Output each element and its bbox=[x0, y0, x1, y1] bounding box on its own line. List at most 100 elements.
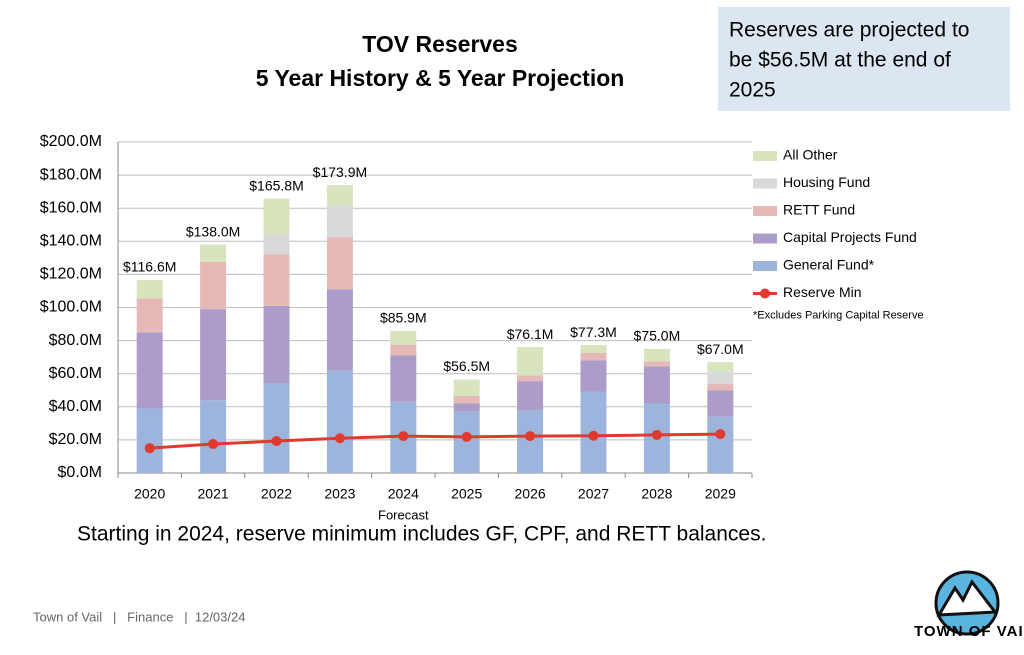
bar-segment bbox=[390, 355, 417, 402]
reserve-min-point bbox=[334, 433, 345, 444]
total-label: $56.5M bbox=[443, 358, 490, 374]
y-tick-label: $160.0M bbox=[40, 199, 102, 216]
bar-segment bbox=[643, 348, 670, 362]
total-label: $116.6M bbox=[123, 259, 176, 275]
bar-segment bbox=[326, 289, 353, 371]
legend-label: General Fund* bbox=[783, 257, 875, 273]
bar-segment bbox=[200, 261, 227, 310]
bar-segment bbox=[453, 411, 480, 473]
callout-line: Reserves are projected to bbox=[729, 19, 969, 42]
bar-segment bbox=[200, 400, 227, 473]
callout-line: be $56.5M at the end of bbox=[729, 49, 951, 72]
callout-box bbox=[718, 7, 1010, 111]
x-tick-label: 2026 bbox=[515, 486, 546, 502]
bar-segment bbox=[390, 344, 417, 356]
bar-segment bbox=[517, 347, 544, 376]
legend-swatch bbox=[753, 178, 777, 189]
bar-segment bbox=[707, 390, 734, 417]
y-tick-label: $180.0M bbox=[40, 166, 102, 183]
bar-segment bbox=[707, 383, 734, 391]
x-tick-label: 2022 bbox=[261, 486, 292, 502]
total-label: $67.0M bbox=[697, 341, 744, 357]
total-label: $173.9M bbox=[313, 164, 367, 180]
bar-segment bbox=[453, 403, 480, 412]
reserve-min-point bbox=[525, 431, 536, 442]
bar-segment bbox=[707, 371, 734, 384]
bar-segment bbox=[453, 379, 480, 397]
reserve-min-point bbox=[271, 436, 282, 447]
x-tick-label: 2020 bbox=[134, 486, 165, 502]
reserve-min-point bbox=[461, 431, 472, 442]
legend-label: Reserve Min bbox=[783, 284, 862, 300]
footer: Town of Vail | Finance | 12/03/24 bbox=[33, 609, 245, 624]
bar-segment bbox=[263, 383, 290, 473]
chart-title: TOV Reserves bbox=[362, 31, 518, 57]
bar-segment bbox=[326, 370, 353, 473]
bar-segment bbox=[707, 362, 734, 372]
total-label: $85.9M bbox=[380, 310, 427, 326]
bar-segment bbox=[200, 309, 227, 401]
total-label: $138.0M bbox=[186, 223, 240, 239]
bar-segment bbox=[390, 330, 417, 345]
bar-segment bbox=[517, 410, 544, 473]
bar-segment bbox=[707, 416, 734, 473]
reserve-min-point bbox=[588, 430, 599, 441]
x-tick-label: 2024 bbox=[388, 486, 419, 502]
reserve-min-point bbox=[398, 431, 409, 442]
logo-mountain bbox=[936, 579, 998, 617]
legend-swatch bbox=[753, 206, 777, 216]
y-tick-label: $60.0M bbox=[49, 365, 102, 382]
bar-segment bbox=[453, 396, 480, 404]
bar-segment bbox=[136, 298, 163, 333]
bar-segment bbox=[517, 375, 544, 382]
y-tick-label: $140.0M bbox=[40, 233, 102, 250]
bar-segment bbox=[326, 205, 353, 238]
logo: TOWN OF VAIL bbox=[914, 570, 1024, 640]
bar-segment bbox=[580, 345, 607, 354]
callout-line: 2025 bbox=[729, 79, 776, 102]
total-label: $75.0M bbox=[634, 328, 681, 344]
x-tick-label: 2023 bbox=[324, 486, 355, 502]
x-tick-label: 2021 bbox=[198, 486, 229, 502]
legend-label: RETT Fund bbox=[783, 202, 855, 218]
legend-swatch bbox=[753, 261, 777, 271]
chart-subtitle: 5 Year History & 5 Year Projection bbox=[256, 65, 625, 91]
bar-segment bbox=[643, 361, 670, 367]
legend-label: Housing Fund bbox=[783, 174, 870, 190]
bar-segment bbox=[263, 305, 290, 384]
bar-segment bbox=[200, 244, 227, 262]
bar-segment bbox=[326, 185, 353, 206]
legend-label: Capital Projects Fund bbox=[783, 229, 917, 245]
y-tick-label: $120.0M bbox=[40, 266, 102, 283]
x-tick-label: 2025 bbox=[451, 486, 482, 502]
y-tick-label: $40.0M bbox=[49, 398, 102, 415]
x-tick-label: 2028 bbox=[641, 486, 672, 502]
reserve-min-point bbox=[651, 429, 662, 440]
total-label: $76.1M bbox=[507, 326, 554, 342]
bar-segment bbox=[136, 408, 163, 473]
reserve-min-point bbox=[144, 443, 155, 454]
bar-segment bbox=[136, 280, 163, 299]
bar-segment bbox=[580, 360, 607, 392]
x-annotation: Forecast bbox=[378, 507, 429, 522]
bar-segment bbox=[263, 233, 290, 255]
legend-note: *Excludes Parking Capital Reserve bbox=[753, 309, 924, 321]
reserve-min-point bbox=[715, 429, 726, 440]
logo-text: TOWN OF VAIL bbox=[914, 623, 1024, 640]
reserve-min-line bbox=[149, 432, 721, 450]
reserve-min-point bbox=[208, 439, 219, 450]
bar-segment bbox=[643, 366, 670, 404]
total-label: $77.3M bbox=[570, 324, 617, 340]
y-tick-label: $0.0M bbox=[58, 464, 102, 481]
bar-segment bbox=[517, 381, 544, 411]
note: Starting in 2024, reserve minimum includ… bbox=[77, 523, 766, 546]
bar-segment bbox=[326, 237, 353, 290]
legend-label: All Other bbox=[783, 147, 838, 163]
bar-segment bbox=[263, 254, 290, 306]
y-tick-label: $100.0M bbox=[40, 299, 102, 316]
legend-swatch bbox=[753, 151, 777, 161]
bar-segment bbox=[263, 198, 290, 234]
legend-swatch bbox=[753, 233, 777, 244]
total-label: $165.8M bbox=[249, 177, 303, 193]
